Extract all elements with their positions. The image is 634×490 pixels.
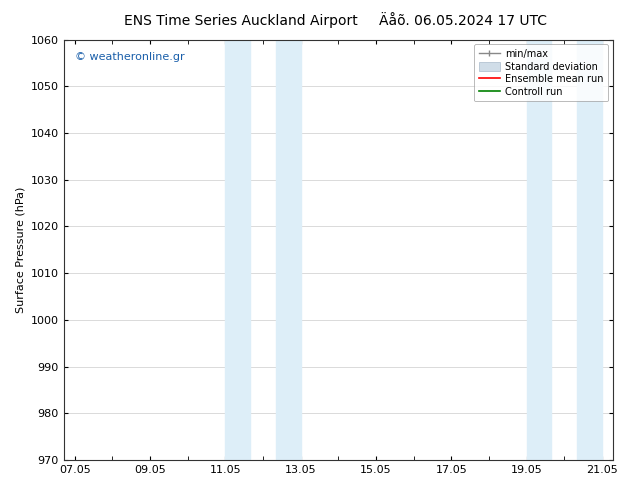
Bar: [276, 40, 301, 460]
Y-axis label: Surface Pressure (hPa): Surface Pressure (hPa): [15, 187, 25, 313]
Text: © weatheronline.gr: © weatheronline.gr: [75, 52, 184, 62]
Bar: [578, 40, 602, 460]
Legend: min/max, Standard deviation, Ensemble mean run, Controll run: min/max, Standard deviation, Ensemble me…: [474, 45, 609, 101]
Bar: [527, 40, 551, 460]
Bar: [226, 40, 250, 460]
Text: ENS Time Series Auckland Airport: ENS Time Series Auckland Airport: [124, 14, 358, 28]
Text: Äåõ. 06.05.2024 17 UTC: Äåõ. 06.05.2024 17 UTC: [379, 14, 547, 28]
